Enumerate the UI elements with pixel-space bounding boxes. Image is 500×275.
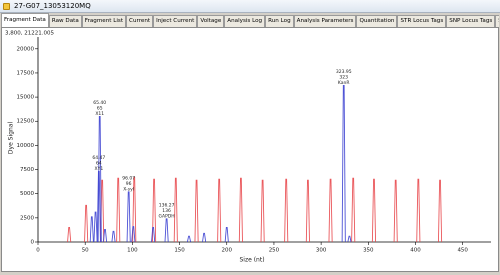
y-tick-label: 10000 [17, 143, 35, 149]
peak-label: 323 [339, 75, 348, 81]
x-axis-label: Size (nt) [239, 257, 264, 264]
peak-label: 136 [162, 208, 171, 214]
peak-label: 64 [96, 160, 102, 166]
peak-label: 96.07 [122, 175, 135, 181]
x-tick-label: 350 [363, 248, 374, 254]
tab[interactable]: Voltage [197, 15, 225, 27]
peak [173, 177, 178, 243]
tab[interactable]: Quantitation [356, 15, 398, 27]
peak-label: 64.47 [92, 155, 105, 161]
peak [393, 179, 398, 243]
x-tick-label: 250 [269, 248, 280, 254]
app-icon [3, 3, 10, 10]
peak-label: 323.95 [336, 69, 352, 75]
peak-label: KanR [338, 80, 350, 86]
y-tick-label: 5000 [20, 191, 34, 197]
peak [152, 178, 157, 243]
peak [132, 176, 137, 243]
x-tick-label: 200 [222, 248, 233, 254]
peak [260, 179, 265, 243]
y-tick-label: 15000 [17, 95, 35, 101]
tab-bar: Fragment Data Raw Data Fragment List Curren… [1, 13, 499, 27]
x-tick-label: 0 [36, 248, 40, 254]
tab[interactable]: Run Log [265, 15, 294, 27]
peak-label: GAPDH [159, 213, 175, 219]
tab[interactable]: SNP Locus Tags [446, 15, 496, 27]
peak [84, 204, 89, 243]
peak [67, 227, 72, 243]
x-tick-label: 150 [174, 248, 185, 254]
x-tick-label: 50 [82, 248, 89, 254]
chart: 3,800, 21221.005 Dye Signal Size (nt) 0 2… [5, 31, 491, 264]
peak [111, 230, 116, 243]
y-tick-label: 20000 [17, 46, 35, 52]
peak [96, 171, 101, 243]
peak [126, 191, 131, 243]
peak [194, 179, 199, 243]
tab[interactable]: Inject Current [153, 15, 198, 27]
tab[interactable]: Analysis Parameters [293, 15, 357, 27]
peak [116, 177, 121, 243]
y-tick-label: 2500 [20, 215, 34, 221]
y-axis-label: Dye Signal [8, 122, 15, 155]
tab[interactable]: Analysis Log [224, 15, 266, 27]
peak [416, 178, 421, 243]
tab[interactable]: Fragment List [81, 15, 127, 27]
title-bar: 27-G07_13053120MQ [0, 0, 500, 13]
peak [305, 179, 310, 243]
peak [186, 235, 192, 243]
cursor-readout: 3,800, 21221.005 [5, 31, 54, 37]
x-tick-label: 100 [127, 248, 138, 254]
peak-label: 96 [126, 181, 132, 187]
peak [238, 177, 243, 243]
peak [351, 177, 356, 243]
y-tick-label: 7500 [20, 167, 34, 173]
peak-label: X11 [95, 111, 104, 117]
peak [371, 178, 377, 243]
tab[interactable]: Size Calibration [495, 15, 499, 27]
x-tick-label: 400 [410, 248, 421, 254]
peak [347, 235, 352, 243]
peak [131, 226, 136, 243]
peak [341, 85, 346, 243]
peak [437, 179, 443, 243]
peak [89, 216, 94, 243]
tab[interactable]: STR Locus Tags [397, 15, 447, 27]
peak [151, 227, 156, 243]
peak-label: X-syl [123, 186, 134, 192]
x-tick-label: 300 [316, 248, 327, 254]
window-title: 27-G07_13053120MQ [14, 2, 91, 10]
peak-label: 65 [97, 105, 103, 111]
peak [284, 178, 289, 243]
plot-panel: 3,800, 21221.005 Dye Signal Size (nt) 0 2… [1, 27, 499, 272]
peak [224, 227, 229, 243]
y-tick-label: 0 [31, 240, 35, 246]
peak [93, 211, 98, 243]
tab[interactable]: Raw Data [48, 15, 82, 27]
peak [328, 178, 333, 243]
x-tick-label: 450 [457, 248, 468, 254]
peak [164, 218, 169, 243]
tab[interactable]: Fragment Data [1, 13, 49, 27]
tab[interactable]: Current [126, 15, 154, 27]
peak [217, 178, 222, 243]
y-tick-label: 12500 [17, 119, 35, 125]
peak [202, 232, 207, 243]
peak-label: 136.27 [159, 202, 175, 208]
peak-label: XY1 [94, 166, 103, 172]
peak-label: 65.40 [93, 100, 106, 106]
y-tick-label: 17500 [17, 70, 35, 76]
peak [102, 228, 108, 243]
